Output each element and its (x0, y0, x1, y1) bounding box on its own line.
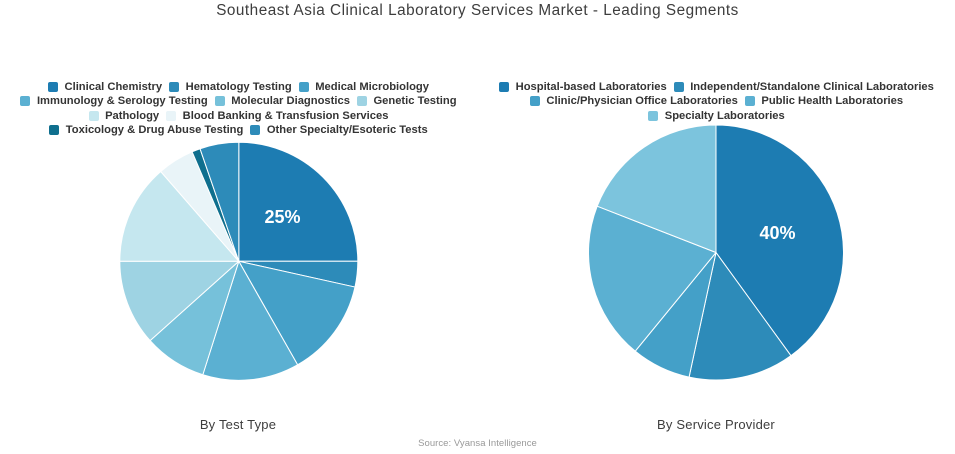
svg-text:25%: 25% (264, 207, 300, 227)
svg-text:40%: 40% (759, 223, 795, 243)
